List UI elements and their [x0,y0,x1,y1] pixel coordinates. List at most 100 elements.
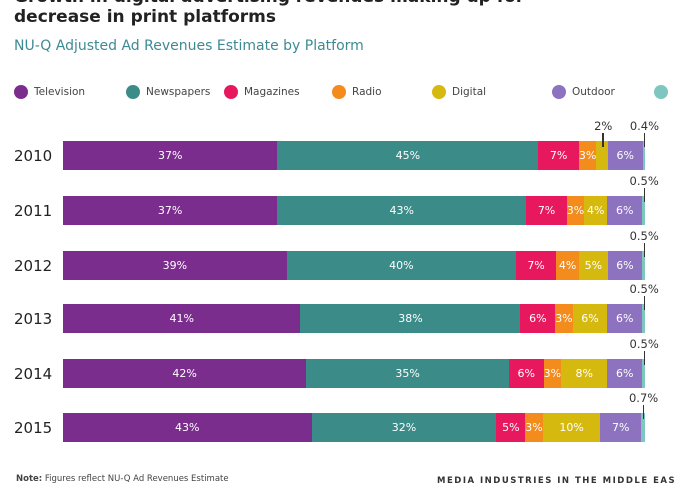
footnote: Note: Figures reflect NU-Q Ad Revenues E… [16,474,229,484]
bar-segment-newspapers [306,359,510,388]
label-leader-line [642,405,645,419]
bar-segment-radio [566,196,585,225]
legend-swatch [552,85,566,99]
label-leader-line [643,296,646,310]
data-label: 7% [611,421,630,434]
data-label: 6% [616,259,634,272]
bar-segment-newspapers [277,141,539,170]
bar-segment-outdoor [607,304,643,333]
data-label: 35% [395,367,420,380]
legend-label: Newspapers [146,86,211,98]
bar-2013: 41% 38% 6% 3% 6% 6% [63,304,646,333]
bar-segment-outdoor [607,251,643,280]
legend-swatch [332,85,346,99]
data-label: 5% [502,421,520,434]
legend-item-outdoor: Outdoor [552,85,615,99]
data-label: 6% [616,149,634,162]
data-label: 32% [391,421,417,434]
data-label-above: 0.4% [629,119,660,133]
bar-segment-digital [542,413,601,442]
data-label: 6% [615,367,634,380]
bar-segment-other [642,196,646,225]
source-credit: MEDIA INDUSTRIES IN THE MIDDLE EAST [437,476,674,486]
legend-item-television: Television [14,85,85,99]
bar-segment-radio [555,304,574,333]
data-label-above: 0.5% [629,282,659,296]
data-label: 40% [389,259,414,272]
bar-segment-other [642,141,646,170]
bar-segment-digital [596,141,609,170]
bar-segment-radio [556,251,580,280]
bar-segment-outdoor [607,359,643,388]
data-label: 3% [566,204,585,217]
data-label: 6% [517,367,535,380]
bar-2012: 39% 40% 7% 4% 5% 6% [63,251,646,280]
bar-segment-newspapers [300,304,521,333]
legend-swatch [432,85,446,99]
bar-segment-magazines [526,196,568,225]
label-leader-line [643,133,646,147]
bar-segment-radio [578,141,597,170]
legend-label: Outdoor [572,86,615,98]
data-label: 7% [537,204,556,217]
label-leader-line [643,351,646,365]
data-label: 10% [559,421,584,434]
data-label: 6% [615,312,634,325]
data-label: 8% [575,367,593,380]
data-label-above: 0.5% [629,229,659,243]
data-label: 6% [615,204,634,217]
bar-segment-other [642,359,646,388]
label-leader-line [602,133,604,147]
bar-segment-magazines [496,413,526,442]
note-label: Note: [16,474,43,484]
data-label: 5% [584,259,603,272]
data-label: 3% [578,149,597,162]
label-leader-line [643,243,646,257]
bar-segment-other [642,304,646,333]
bar-segment-radio [543,359,562,388]
data-label-above: 0.7% [628,391,659,405]
data-label: 38% [398,312,423,325]
data-label: 6% [581,312,599,325]
data-label: 3% [543,367,562,380]
bar-segment-magazines [538,141,580,170]
legend-item-magazines: Magazines [224,85,300,99]
data-label: 42% [172,367,197,380]
data-label: 39% [162,259,188,272]
data-label: 3% [555,312,573,325]
year-label-2011: 2011 [14,202,53,220]
label-leader-line [643,188,646,202]
data-label: 4% [558,259,577,272]
bar-2014: 42% 35% 6% 3% 8% 6% [63,359,646,388]
bar-segment-digital [579,251,609,280]
bar-segment-digital [572,304,608,333]
bar-segment-magazines [515,251,557,280]
legend-label: Magazines [244,86,300,98]
bar-segment-outdoor [600,413,642,442]
data-label-above: 0.5% [629,174,659,188]
bar-2011: 37% 43% 7% 3% 4% 6% [63,196,646,225]
legend-item-other [654,85,674,99]
note-text: Figures reflect NU-Q Ad Revenues Estimat… [42,474,229,484]
bar-segment-outdoor [607,196,643,225]
bar-2015: 43% 32% 5% 3% 10% 7% [63,413,646,442]
year-label-2010: 2010 [14,147,53,165]
bar-segment-newspapers [277,196,527,225]
data-label: 7% [549,149,568,162]
legend-label: Radio [352,86,382,98]
year-label-2015: 2015 [14,419,53,437]
legend-item-digital: Digital [432,85,486,99]
bar-segment-radio [525,413,544,442]
data-label: 37% [158,149,183,162]
year-label-2012: 2012 [14,257,53,275]
bar-2010: 37% 45% 7% 3% 6% [63,141,646,170]
bar-segment-magazines [520,304,556,333]
legend-swatch [654,85,668,99]
bar-segment-television [63,413,313,442]
legend-label: Digital [452,86,487,98]
legend-label: Television [34,86,86,98]
data-label: 41% [169,312,194,325]
data-label-above: 2% [594,119,613,133]
data-label: 45% [395,149,421,162]
data-label: 37% [157,204,183,217]
